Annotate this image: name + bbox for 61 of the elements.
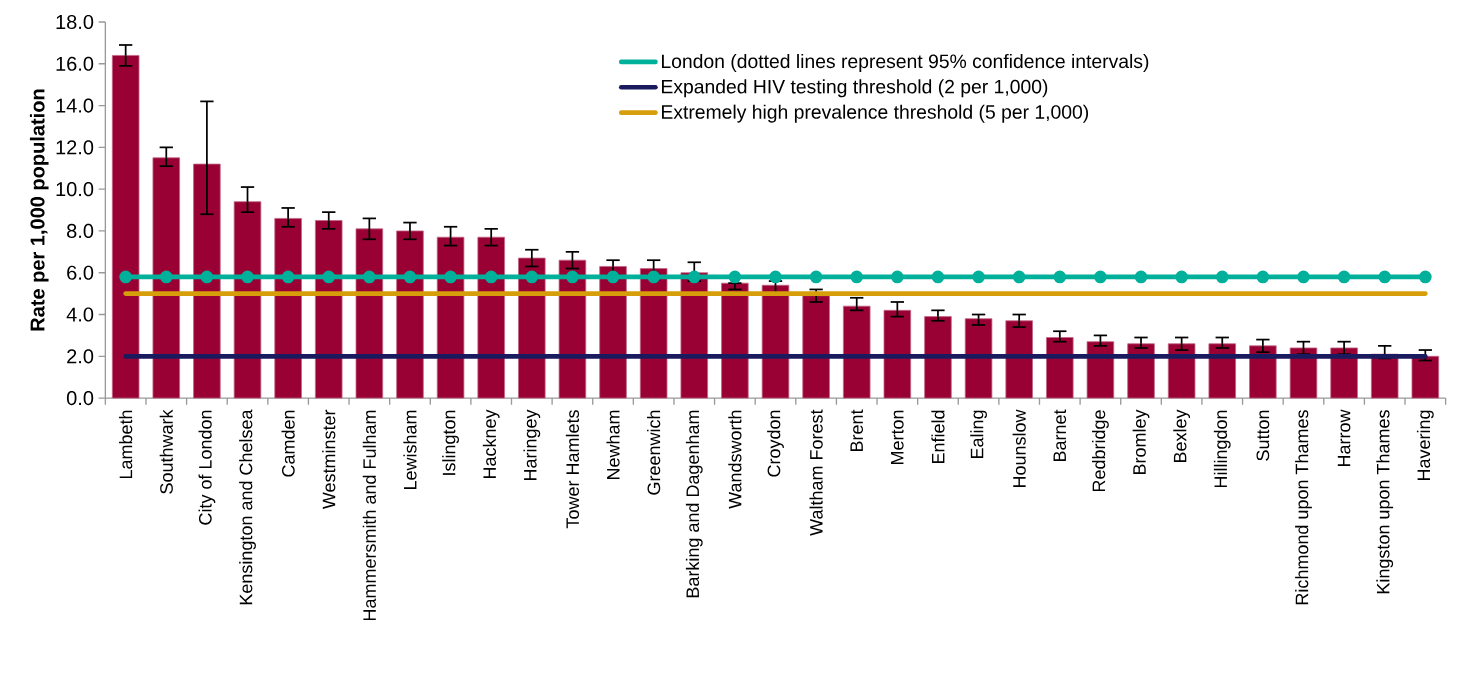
legend-label: London (dotted lines represent 95% confidence intervals)	[662, 53, 1149, 72]
bar	[152, 157, 181, 399]
x-tick-label: Richmond upon Thames	[1295, 410, 1312, 605]
y-tick-label: 4.0	[66, 307, 94, 322]
y-tick-label: 18.0	[56, 14, 94, 29]
bar	[111, 54, 140, 399]
x-tick-label: Enfield	[931, 410, 945, 463]
bar	[274, 217, 302, 399]
x-tick-label: Tower Hamlets	[565, 410, 580, 529]
x-tick-label: Waltham Forest	[809, 409, 823, 536]
y-tick-label: 10.0	[56, 181, 94, 197]
x-tick-label: Hillingdon	[1213, 410, 1231, 487]
y-tick-label: 12.0	[56, 140, 94, 155]
x-tick-label: Kensington and Chelsea	[239, 409, 256, 605]
bar	[883, 309, 912, 399]
x-tick-label: Southwark	[159, 409, 173, 494]
x-tick-label: Havering	[1416, 410, 1434, 480]
x-tick-label: Barnet	[1053, 409, 1067, 461]
x-tick-label: Camden	[281, 410, 295, 477]
x-tick-label: Redbridge	[1092, 410, 1109, 491]
x-tick-label: Wandsworth	[728, 410, 742, 509]
x-tick-label: Ealing	[970, 410, 987, 458]
bar	[802, 295, 830, 399]
x-tick-label: Hackney	[482, 409, 500, 478]
y-tick-label: 16.0	[56, 56, 94, 71]
bar	[1167, 343, 1196, 399]
x-tick-label: City of London	[198, 410, 216, 525]
y-tick-label: 0.0	[66, 390, 94, 406]
x-tick-label: Sutton	[1256, 410, 1270, 461]
x-tick-label: Barking and Dagenham	[685, 410, 703, 598]
x-tick-label: Islington	[442, 410, 459, 475]
x-tick-label: Merton	[891, 410, 904, 464]
x-tick-label: Bexley	[1173, 409, 1191, 462]
legend-label: Expanded HIV testing threshold (2 per 1,000)	[662, 79, 1048, 98]
x-tick-label: Lambeth	[119, 410, 133, 478]
y-tick-label: 6.0	[67, 265, 94, 280]
y-tick-label: 8.0	[67, 223, 94, 238]
bar	[315, 220, 343, 399]
x-tick-label: Harrow	[1337, 409, 1351, 466]
x-tick-label: Hounslow	[1012, 409, 1026, 487]
bar	[1005, 320, 1033, 399]
y-tick-label: 14.0	[56, 98, 94, 113]
bar	[924, 316, 952, 399]
bar	[721, 282, 749, 399]
bar	[233, 201, 262, 399]
x-tick-label: Lewisham	[403, 410, 417, 489]
x-tick-label: Croydon	[767, 410, 784, 477]
x-tick-label: Hammersmith and Fulham	[362, 410, 376, 621]
x-tick-label: Greenwich	[647, 410, 661, 495]
x-tick-label: Westminster	[322, 409, 336, 510]
bar	[964, 318, 993, 399]
x-tick-label: Haringey	[523, 409, 541, 480]
y-axis-title: Rate per 1,000 population	[29, 89, 49, 331]
bar	[1411, 355, 1440, 399]
bar	[842, 305, 871, 399]
x-tick-label: Brent	[850, 409, 863, 451]
x-tick-label: Kingston upon Thames	[1376, 410, 1394, 594]
x-tick-label: Newham	[606, 410, 620, 479]
legend-label: Extremely high prevalence threshold (5 per 1,000)	[662, 104, 1089, 123]
x-tick-label: Bromley	[1132, 409, 1150, 474]
y-tick-label: 2.0	[67, 349, 94, 364]
